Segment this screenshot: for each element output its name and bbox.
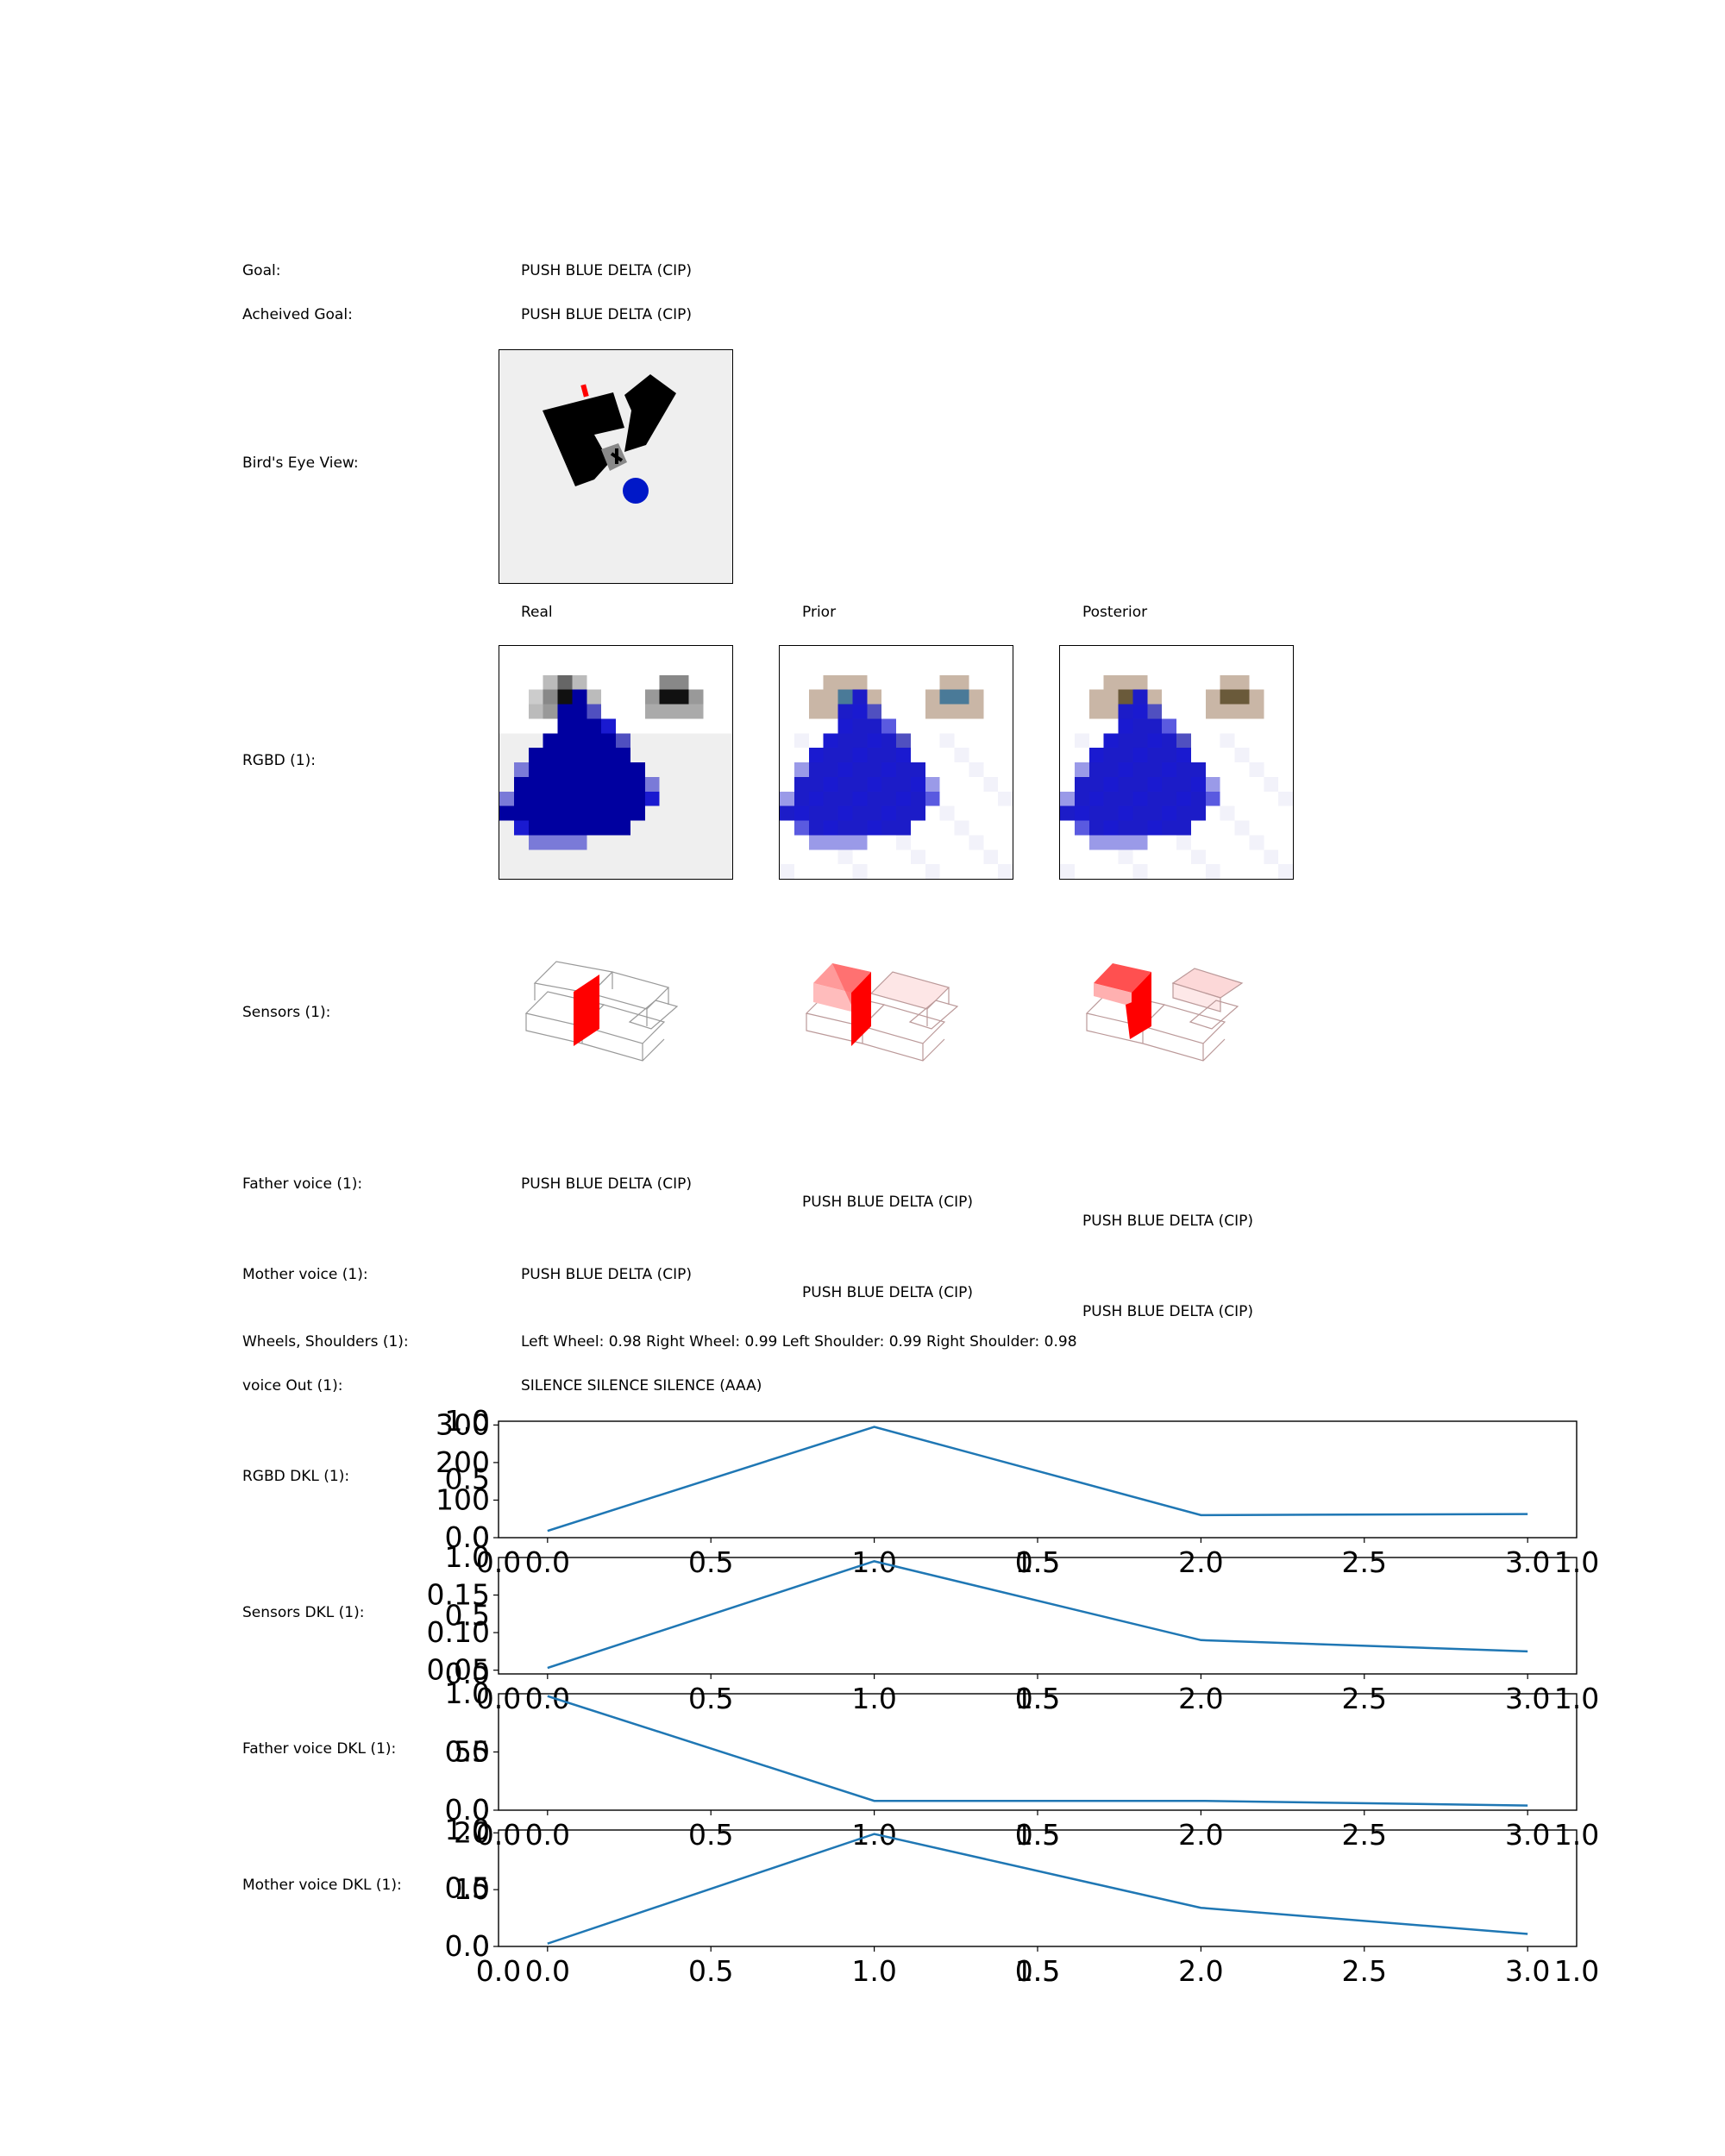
overlay-y-tick-label: 0.0 [445,1520,490,1554]
overlay-y-tick-label: 0.0 [445,1793,490,1827]
x-tick-label: 3.0 [1505,1545,1550,1579]
mother-voice-prior: PUSH BLUE DELTA (CIP) [802,1284,974,1301]
rgbd-prior-image [779,645,1013,880]
sensors-prior-image [798,953,1005,1082]
y-tick-label: 300 [436,1407,490,1441]
x-tick-label: 2.0 [1178,1545,1223,1579]
overlay-x-tick-label: 0.5 [1015,1954,1060,1988]
y-tick-label: 200 [436,1445,490,1479]
x-tick-label: 0.0 [525,1954,570,1988]
overlay-y-tick-label: 0.0 [445,1657,490,1690]
mother-voice-posterior: PUSH BLUE DELTA (CIP) [1082,1303,1254,1320]
mother-voice-dkl-label: Mother voice DKL (1): [242,1877,402,1894]
chart-panel: 0.00.51.00.050.100.150.0 0.5 1.0 1.5 2.0 2.5 3… [427,1540,1600,1715]
mother-voice-real: PUSH BLUE DELTA (CIP) [521,1266,693,1283]
chart-frame [498,1420,1578,1539]
x-tick-label: 2.5 [1342,1818,1387,1852]
rgbd-dkl-label: RGBD DKL (1): [242,1468,350,1485]
x-tick-label: 2.0 [1178,1818,1223,1852]
y-tick-label: 50 [454,1735,490,1769]
x-tick-label: 0.5 [688,1682,733,1715]
father-voice-label: Father voice (1): [242,1175,363,1193]
goal-value: PUSH BLUE DELTA (CIP) [521,262,693,279]
sensors-posterior-image [1078,953,1285,1082]
x-tick-label: 0.0 [525,1545,570,1579]
x-tick-label: 2.0 [1178,1954,1223,1988]
x-tick-label: 2.5 [1342,1954,1387,1988]
sensors-label: Sensors (1): [242,1004,331,1021]
wheels-shoulders-value: Left Wheel: 0.98 Right Wheel: 0.99 Left … [521,1333,1077,1351]
voice-out-label: voice Out (1): [242,1377,343,1395]
x-tick-label: 3.0 [1505,1818,1550,1852]
x-tick-label: 2.5 [1342,1682,1387,1715]
father-voice-prior: PUSH BLUE DELTA (CIP) [802,1194,974,1211]
achieved-goal-label: Acheived Goal: [242,306,353,323]
column-real: Real [521,604,553,621]
series-line [547,1560,1528,1670]
overlay-y-tick-label: 0.5 [445,1735,490,1769]
series-line [547,1426,1528,1532]
overlay-x-tick-label: 0.0 [476,1954,521,1988]
x-tick-label: 1.0 [851,1954,896,1988]
y-tick-label: 0 [472,1520,490,1554]
y-tick-label: 10 [454,1872,490,1906]
overlay-y-tick-label: 0.5 [445,1871,490,1905]
overlay-y-tick-label: 0.0 [445,1929,490,1963]
overlay-x-tick-label: 0.5 [1015,1818,1060,1852]
achieved-goal-value: PUSH BLUE DELTA (CIP) [521,306,693,323]
birds-eye-view [499,349,733,584]
y-tick-label: 0.15 [427,1578,490,1612]
x-tick-label: 2.5 [1342,1545,1387,1579]
father-voice-posterior: PUSH BLUE DELTA (CIP) [1082,1213,1254,1230]
x-tick-label: 3.0 [1505,1682,1550,1715]
father-voice-dkl-label: Father voice DKL (1): [242,1740,397,1758]
y-tick-label: 0.10 [427,1615,490,1649]
y-tick-label: 0.05 [427,1653,490,1687]
column-posterior: Posterior [1082,604,1148,621]
overlay-y-tick-label: 1.0 [445,1540,490,1574]
mother-voice-label: Mother voice (1): [242,1266,368,1283]
x-tick-label: 1.5 [1015,1682,1060,1715]
x-tick-label: 0.0 [525,1682,570,1715]
x-tick-label: 1.0 [851,1682,896,1715]
x-tick-label: 3.0 [1505,1954,1550,1988]
x-tick-label: 2.0 [1178,1682,1223,1715]
birds-eye-label: Bird's Eye View: [242,454,359,472]
x-tick-label: 1.5 [1015,1545,1060,1579]
voice-out-value: SILENCE SILENCE SILENCE (AAA) [521,1377,762,1395]
sensors-real-image [518,953,724,1082]
rgbd-real-image [499,645,733,880]
y-tick-label: 20 [454,1815,490,1849]
x-tick-label: 0.0 [525,1818,570,1852]
x-tick-label: 0.5 [688,1954,733,1988]
y-tick-label: 0 [472,1929,490,1963]
series-line [547,1833,1528,1945]
overlay-x-tick-label: 0.5 [1015,1545,1060,1579]
overlay-y-tick-label: 0.5 [445,1599,490,1633]
overlay-y-tick-label: 1.0 [445,1813,490,1846]
x-tick-label: 0.5 [688,1818,733,1852]
father-voice-real: PUSH BLUE DELTA (CIP) [521,1175,693,1193]
y-tick-label: 0 [472,1793,490,1827]
overlay-x-tick-label: 1.0 [1554,1954,1599,1988]
x-tick-label: 0.5 [688,1545,733,1579]
x-tick-label: 1.5 [1015,1818,1060,1852]
x-tick-label: 1.5 [1015,1954,1060,1988]
series-line [547,1695,1528,1807]
sensors-dkl-label: Sensors DKL (1): [242,1604,365,1621]
overlay-y-tick-label: 1.0 [445,1404,490,1438]
overlay-x-tick-label: 0.5 [1015,1682,1060,1715]
wheels-shoulders-label: Wheels, Shoulders (1): [242,1333,409,1351]
overlay-y-tick-label: 0.5 [445,1463,490,1496]
overlay-y-tick-label: 1.0 [445,1677,490,1710]
rgbd-posterior-image [1059,645,1294,880]
y-tick-label: 100 [436,1482,490,1516]
rgbd-label: RGBD (1): [242,752,316,769]
goal-label: Goal: [242,262,281,279]
column-prior: Prior [802,604,837,621]
